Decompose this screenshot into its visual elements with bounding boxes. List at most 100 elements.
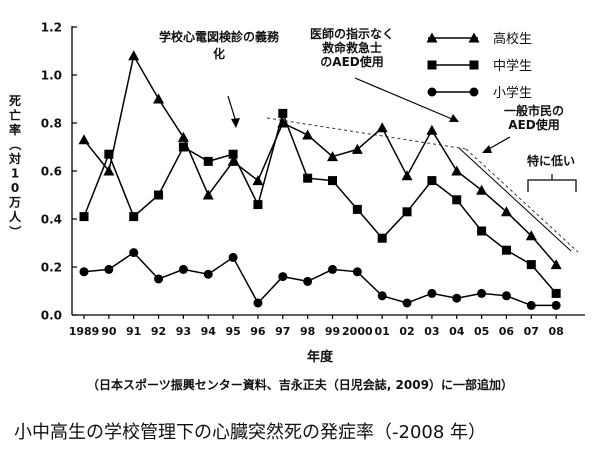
data-point [303, 276, 313, 286]
aed-medical-line-1: 医師の指示なく [310, 27, 395, 41]
data-point [477, 226, 487, 236]
series-group [78, 50, 562, 310]
data-point [476, 184, 488, 195]
data-point [328, 264, 337, 274]
series-square [79, 108, 561, 298]
data-point [303, 173, 313, 183]
data-point [352, 204, 362, 214]
especially-low-annotation: 特に低い [527, 154, 576, 168]
especially-low-bracket [527, 179, 577, 192]
legend-marker [469, 87, 479, 97]
data-point [302, 129, 314, 140]
legend-marker [469, 60, 479, 70]
data-point [402, 298, 412, 308]
data-point [253, 298, 263, 308]
ecg-arrow-line [227, 95, 237, 123]
ecg-screening-annotation: 学校心電図検診の義務化 [158, 29, 280, 63]
legend-label: 小学生 [493, 85, 532, 101]
x-tick-label: 91 [126, 325, 141, 338]
y-tick-label: 1.0 [41, 69, 62, 83]
data-point [203, 156, 213, 166]
legend-marker [426, 32, 438, 43]
data-point [79, 267, 89, 277]
trend-lines [266, 117, 579, 253]
x-tick-label: 97 [275, 325, 290, 338]
aed-medical-arrow-line [354, 77, 453, 120]
y-axis-title-char: 率 [9, 122, 21, 137]
data-point [477, 288, 487, 298]
data-point [526, 300, 536, 310]
x-tick-label: 1989 [69, 325, 100, 338]
series-triangle [78, 50, 562, 270]
data-point [501, 291, 511, 301]
x-tick-label: 05 [474, 325, 489, 338]
data-point [104, 264, 114, 274]
data-point [203, 269, 213, 279]
data-point [278, 108, 288, 118]
aed-medical-line-3: のAED使用 [320, 55, 384, 69]
y-tick-label: 1.2 [41, 21, 62, 35]
data-point [129, 212, 139, 222]
x-tick-label: 96 [250, 325, 266, 338]
legend-marker [427, 87, 437, 97]
data-point [328, 176, 337, 186]
y-axis-title-char: （ [8, 138, 23, 150]
legend-label: 中学生 [493, 58, 532, 74]
tick-group: 0.0 0.2 0.4 0.6 0.8 1.0 1.2 1989 90 91 92 93 94 95 96 9… [41, 21, 564, 339]
y-axis-title-char: 人 [9, 209, 22, 224]
data-point [501, 245, 511, 255]
data-point [252, 175, 264, 186]
x-tick-label: 04 [449, 325, 465, 338]
x-tick-label: 99 [325, 325, 340, 338]
x-tick-label: 03 [424, 325, 439, 338]
figure-caption: 小中高生の学校管理下の心臓突然死の発症率（-2008 年） [14, 422, 487, 443]
x-tick-label: 07 [524, 325, 539, 338]
data-point [128, 50, 140, 61]
ecg-annotation-text: 学校心電図検診の義務化 [158, 30, 279, 61]
data-point [104, 149, 114, 159]
data-point [227, 155, 239, 166]
data-point [228, 149, 238, 159]
data-point [228, 252, 238, 262]
data-point [352, 267, 362, 277]
series-line [83, 53, 557, 266]
x-tick-label: 2000 [342, 325, 373, 338]
ecg-arrow-head [231, 118, 240, 128]
aed-medical-annotation: 医師の指示なく 救命救急士 のAED使用 [310, 27, 394, 69]
data-point [452, 293, 462, 303]
data-point [129, 248, 139, 258]
data-point [427, 288, 437, 298]
series-line [83, 110, 557, 294]
aed-public-arrow-head [482, 145, 492, 153]
x-tick-label: 90 [101, 325, 117, 338]
x-tick-label: 92 [151, 325, 166, 338]
data-point [154, 274, 164, 284]
trend-line-decline [465, 148, 579, 253]
data-point [178, 264, 188, 274]
legend-marker [427, 60, 437, 70]
data-point [550, 259, 562, 270]
aed-public-annotation: 一般市民の AED使用 [504, 104, 564, 132]
data-point [526, 260, 536, 270]
series-circle [79, 248, 561, 310]
data-point [500, 206, 512, 217]
data-point [278, 272, 288, 282]
data-point [376, 122, 388, 133]
data-point [327, 151, 338, 162]
x-tick-label: 93 [176, 325, 191, 338]
data-point [177, 131, 189, 142]
y-axis-title-char: 死 [9, 94, 21, 108]
data-point [402, 207, 412, 217]
y-tick-label: 0.0 [41, 309, 62, 323]
x-tick-label: 02 [399, 325, 414, 338]
annotation-arrows [227, 77, 577, 192]
y-axis-title-char: ） [8, 225, 23, 237]
y-tick-label: 0.2 [41, 261, 62, 275]
data-point [525, 230, 537, 241]
source-note: （日本スポーツ振興センター資料、吉永正夫（日児会誌, 2009）に一部追加） [87, 378, 513, 392]
x-tick-label: 06 [499, 325, 515, 338]
x-tick-label: 98 [300, 325, 315, 338]
data-point [153, 93, 165, 104]
